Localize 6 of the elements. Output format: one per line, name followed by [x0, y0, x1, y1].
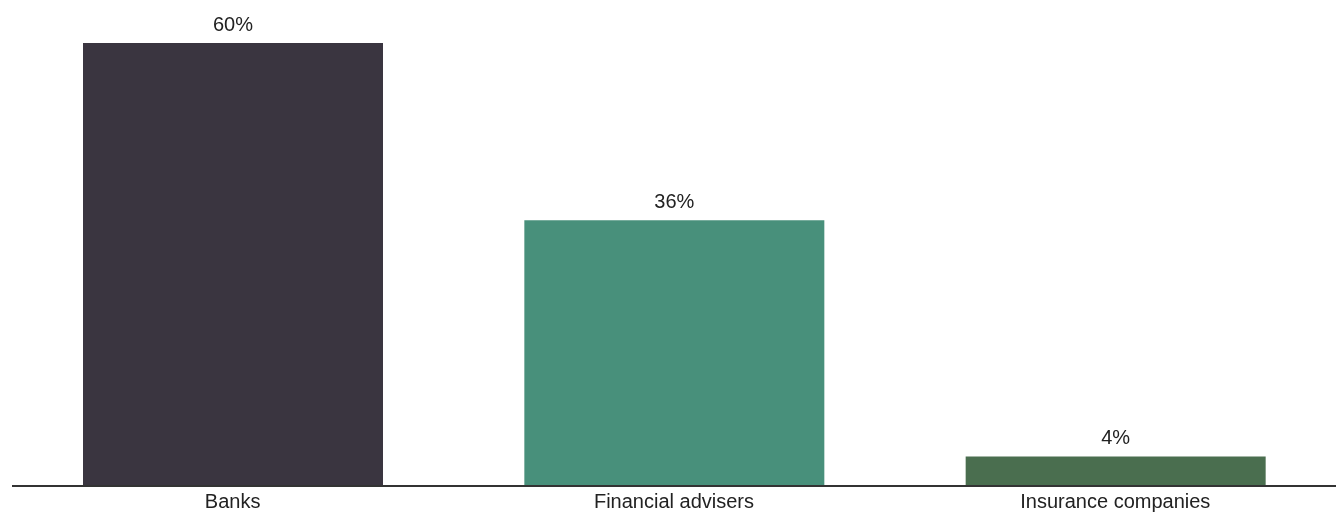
x-tick-label: Financial advisers	[593, 490, 755, 513]
x-tick-label: Insurance companies	[1020, 490, 1211, 513]
data-label: 60%	[212, 13, 254, 35]
data-label: 4%	[1101, 426, 1131, 449]
data-label: 36%	[654, 190, 695, 213]
x-tick-label: Banks	[204, 490, 261, 513]
